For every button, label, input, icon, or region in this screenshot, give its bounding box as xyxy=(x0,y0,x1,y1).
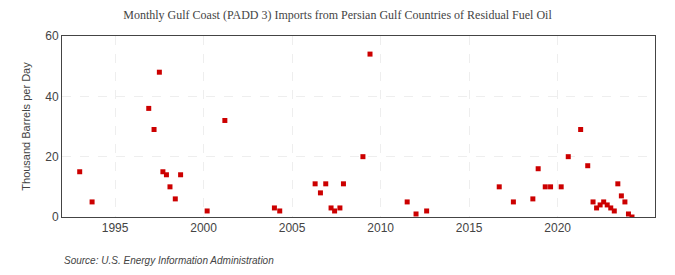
svg-text:20: 20 xyxy=(45,150,59,164)
svg-text:0: 0 xyxy=(52,210,59,224)
svg-text:Monthly Gulf Coast (PADD 3) Im: Monthly Gulf Coast (PADD 3) Imports from… xyxy=(123,8,552,22)
svg-text:60: 60 xyxy=(45,29,59,43)
svg-text:2010: 2010 xyxy=(367,221,394,235)
svg-text:2000: 2000 xyxy=(190,221,217,235)
svg-text:40: 40 xyxy=(45,90,59,104)
svg-text:1995: 1995 xyxy=(102,221,129,235)
svg-text:2020: 2020 xyxy=(544,221,571,235)
svg-text:Thousand Barrels per Day: Thousand Barrels per Day xyxy=(20,62,32,191)
svg-text:2005: 2005 xyxy=(279,221,306,235)
svg-text:Source: U.S. Energy Informatio: Source: U.S. Energy Information Administ… xyxy=(64,255,274,266)
svg-text:2015: 2015 xyxy=(456,221,483,235)
